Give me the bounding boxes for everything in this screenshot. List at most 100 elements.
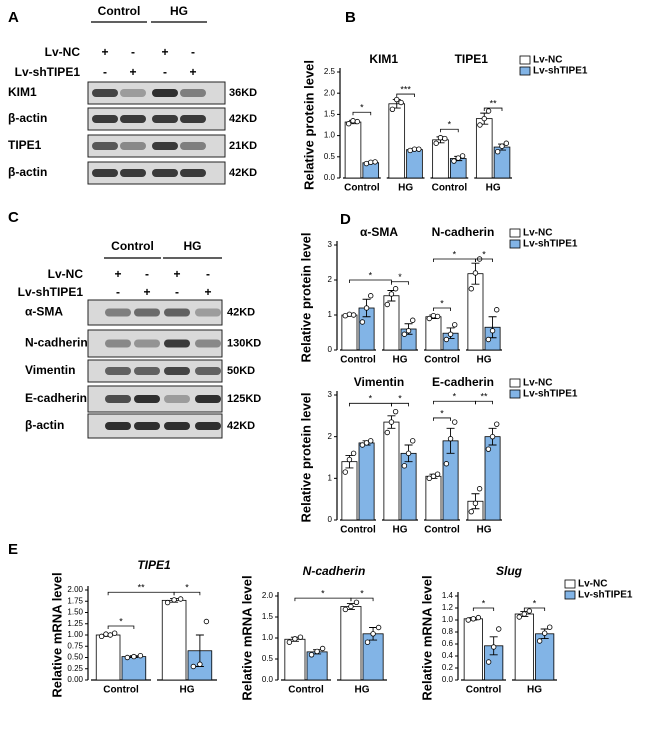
- data-point: [314, 648, 320, 655]
- y-tick-label: 0.50: [67, 653, 83, 662]
- blot-band: [120, 142, 146, 150]
- blot-header: Control: [98, 4, 141, 18]
- data-point: [434, 313, 441, 320]
- data-point: [137, 653, 144, 659]
- y-tick-label: 2: [328, 432, 333, 441]
- x-tick-label: HG: [486, 183, 501, 194]
- data-point: [384, 301, 390, 308]
- y-tick-label: 0.5: [262, 654, 274, 663]
- significance-label: *: [453, 392, 457, 402]
- blot-band: [164, 422, 190, 430]
- data-point: [468, 286, 474, 292]
- chart-title: N-cadherin: [303, 564, 366, 578]
- y-tick-label: 2.5: [324, 67, 336, 76]
- y-tick-label: 0.5: [324, 152, 336, 161]
- data-point: [470, 616, 477, 622]
- blot-band: [180, 115, 206, 123]
- data-point: [459, 153, 466, 159]
- data-point: [447, 436, 454, 442]
- significance-bracket: [294, 597, 352, 602]
- data-point: [442, 135, 448, 142]
- y-tick-label: 0.75: [67, 641, 83, 650]
- data-point: [481, 115, 487, 122]
- group-title: TIPE1: [455, 52, 489, 66]
- legend-swatch: [564, 590, 576, 600]
- blot-size: 42KD: [229, 167, 257, 179]
- data-point: [494, 307, 500, 313]
- x-tick-label: Control: [288, 685, 324, 696]
- data-point: [447, 331, 454, 337]
- data-point: [346, 456, 353, 463]
- data-point: [363, 305, 370, 311]
- data-point: [375, 624, 382, 631]
- blot-band: [92, 142, 118, 150]
- bar: [514, 613, 534, 681]
- blot-band: [134, 308, 160, 317]
- blot-band: [105, 339, 131, 348]
- legend-label: Lv-NC: [578, 579, 607, 590]
- data-point: [392, 408, 399, 415]
- data-point: [405, 450, 412, 457]
- blot-strip: [87, 329, 223, 358]
- data-point: [342, 606, 349, 613]
- significance-bracket: [475, 400, 493, 405]
- data-point: [526, 608, 533, 614]
- blot-row-label: β-actin: [8, 111, 47, 125]
- blot-band: [152, 115, 178, 123]
- y-tick-label: 0.0: [262, 675, 274, 684]
- blot-band: [152, 89, 178, 97]
- data-point: [452, 322, 458, 328]
- significance-label: *: [482, 249, 486, 259]
- blot-band: [180, 169, 206, 177]
- data-point: [541, 630, 548, 636]
- y-tick-label: 2: [328, 275, 333, 284]
- y-tick-label: 1.0: [442, 615, 454, 624]
- condition-sign: -: [145, 267, 149, 281]
- data-point: [475, 614, 482, 621]
- x-tick-label: Control: [424, 525, 460, 536]
- significance-label: **: [138, 583, 146, 593]
- blot-row-label: TIPE1: [8, 138, 42, 152]
- x-tick-label: HG: [398, 183, 413, 194]
- x-tick-label: HG: [477, 355, 492, 366]
- data-point: [430, 473, 437, 479]
- y-tick-label: 1.4: [442, 591, 454, 600]
- significance-label: *: [398, 272, 402, 282]
- group-title: KIM1: [369, 52, 398, 66]
- bar: [383, 421, 400, 521]
- data-point: [394, 96, 400, 103]
- x-tick-label: HG: [355, 685, 370, 696]
- blot-size: 125KD: [227, 393, 261, 405]
- bar: [161, 599, 187, 681]
- bar: [344, 121, 362, 179]
- y-tick-label: 1: [328, 310, 333, 319]
- data-point: [124, 654, 131, 661]
- blot-band: [120, 115, 146, 123]
- blot-band: [164, 395, 190, 403]
- data-point: [111, 630, 118, 636]
- significance-label: *: [440, 408, 444, 418]
- blot-band: [164, 339, 190, 348]
- condition-sign: +: [189, 65, 196, 79]
- y-tick-label: 0: [328, 345, 333, 354]
- blot-row-label: β-actin: [25, 418, 64, 432]
- x-tick-label: HG: [527, 685, 542, 696]
- data-point: [485, 336, 492, 343]
- legend-swatch: [519, 55, 531, 65]
- data-point: [363, 160, 370, 167]
- blot-band: [105, 422, 131, 430]
- blot-band: [195, 339, 221, 348]
- significance-bracket: [173, 591, 201, 596]
- blot-band: [180, 89, 206, 97]
- data-point: [286, 639, 293, 645]
- data-point: [452, 419, 458, 425]
- data-point: [485, 108, 492, 114]
- blot-band: [195, 308, 221, 317]
- data-point: [426, 315, 432, 322]
- significance-bracket: [472, 607, 495, 611]
- blot-band: [164, 308, 190, 317]
- blot-size: 42KD: [229, 113, 257, 125]
- significance-label: *: [185, 583, 189, 593]
- condition-sign: -: [206, 267, 210, 281]
